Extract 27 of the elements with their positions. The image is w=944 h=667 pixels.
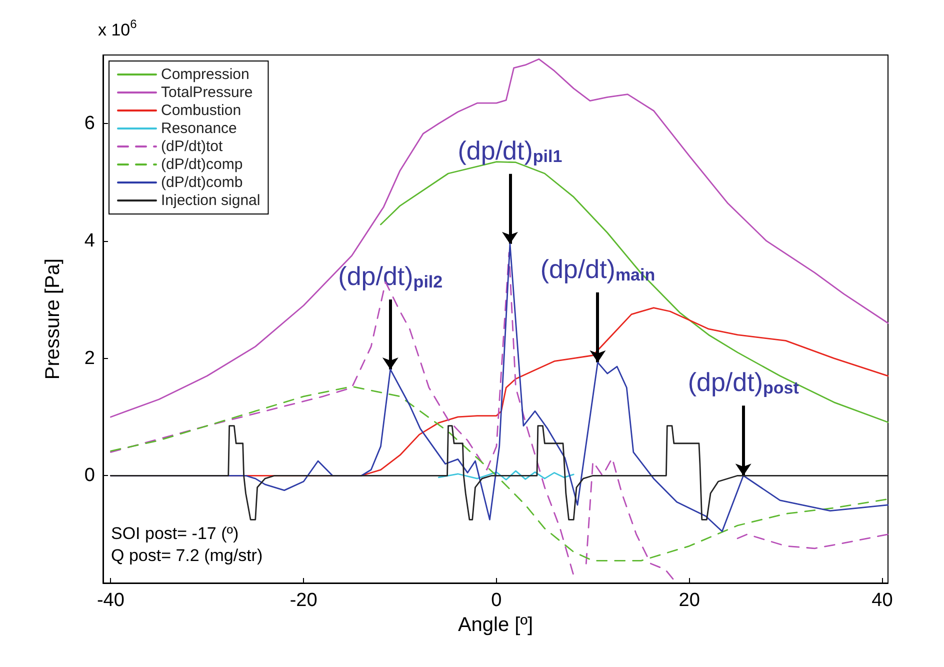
legend-label: Resonance xyxy=(161,120,237,137)
legend-label: Compression xyxy=(161,66,250,83)
annotation: (dp/dt)pil1 xyxy=(458,135,562,166)
x-tick-label: 0 xyxy=(491,590,502,611)
legend-label: (dP/dt)tot xyxy=(161,138,224,155)
y-tick-label: 0 xyxy=(84,465,95,486)
y-axis-title: Pressure [Pa] xyxy=(42,258,64,380)
annotation: (dp/dt)post xyxy=(688,367,800,398)
legend-label: Combustion xyxy=(161,102,242,119)
x-tick-label: 20 xyxy=(678,590,700,611)
line-series xyxy=(110,425,889,520)
y-tick-label: 4 xyxy=(84,230,96,252)
x-tick-label: 40 xyxy=(872,590,893,611)
x-tick-label: -20 xyxy=(290,590,318,611)
legend-label: (dP/dt)comp xyxy=(161,156,243,173)
annotation: SOI post= -17 (º) xyxy=(111,524,239,543)
legend-label: Injection signal xyxy=(161,192,260,209)
legend-label: TotalPressure xyxy=(161,84,253,101)
y-tick-label: 2 xyxy=(84,348,95,369)
annotation: (dp/dt)pil2 xyxy=(338,260,443,292)
legend-label: (dP/dt)comb xyxy=(161,174,243,191)
x-axis-title: Angle [º] xyxy=(458,614,534,636)
y-tick-label: 6 xyxy=(84,113,95,134)
annotation: Q post= 7.2 (mg/str) xyxy=(111,546,263,565)
x-tick-label: -40 xyxy=(96,590,124,611)
line-series xyxy=(110,58,889,418)
line-series xyxy=(438,470,574,480)
